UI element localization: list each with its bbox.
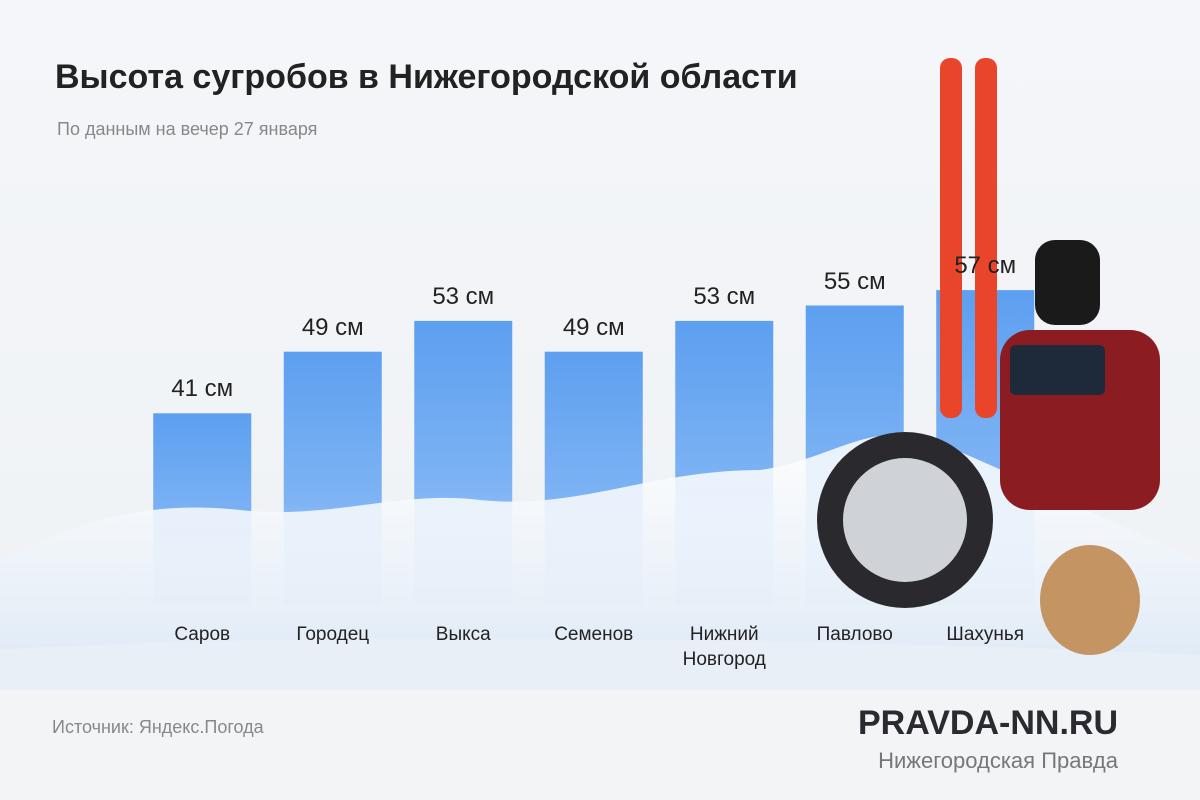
value-label: 49 см — [562, 313, 625, 341]
x-tick-label: Нижний Новгород — [682, 624, 766, 670]
ski — [940, 58, 962, 418]
source: Источник: Яндекс.Погода — [52, 717, 264, 737]
subtitle: По данным на вечер 27 января — [57, 119, 318, 139]
x-tick-label: Саров — [174, 624, 231, 645]
ski — [975, 58, 997, 418]
snow-base — [0, 638, 1200, 690]
robot-head — [1035, 240, 1100, 325]
brand: PRAVDA-NN.RU — [857, 704, 1118, 742]
value-label: 53 см — [693, 282, 756, 310]
x-tick-label: Выкса — [435, 624, 491, 645]
value-label: 49 см — [301, 313, 364, 341]
x-tick-label: Семенов — [554, 624, 634, 645]
x-tick-label: Городец — [296, 624, 370, 645]
x-tick-label: Шахунья — [946, 624, 1025, 645]
x-tick-label: Павлово — [816, 624, 893, 645]
value-label: 53 см — [432, 282, 495, 310]
brand-subtitle: Нижегородская Правда — [878, 748, 1118, 773]
value-label: 55 см — [823, 267, 886, 295]
wheel-rim — [843, 458, 967, 582]
footer-bg — [0, 690, 1200, 800]
cat — [1040, 545, 1140, 655]
value-label: 41 см — [171, 375, 234, 403]
robot-screen — [1010, 345, 1105, 395]
value-label: 57 см — [954, 252, 1017, 280]
title: Высота сугробов в Нижегородской области — [55, 58, 798, 96]
